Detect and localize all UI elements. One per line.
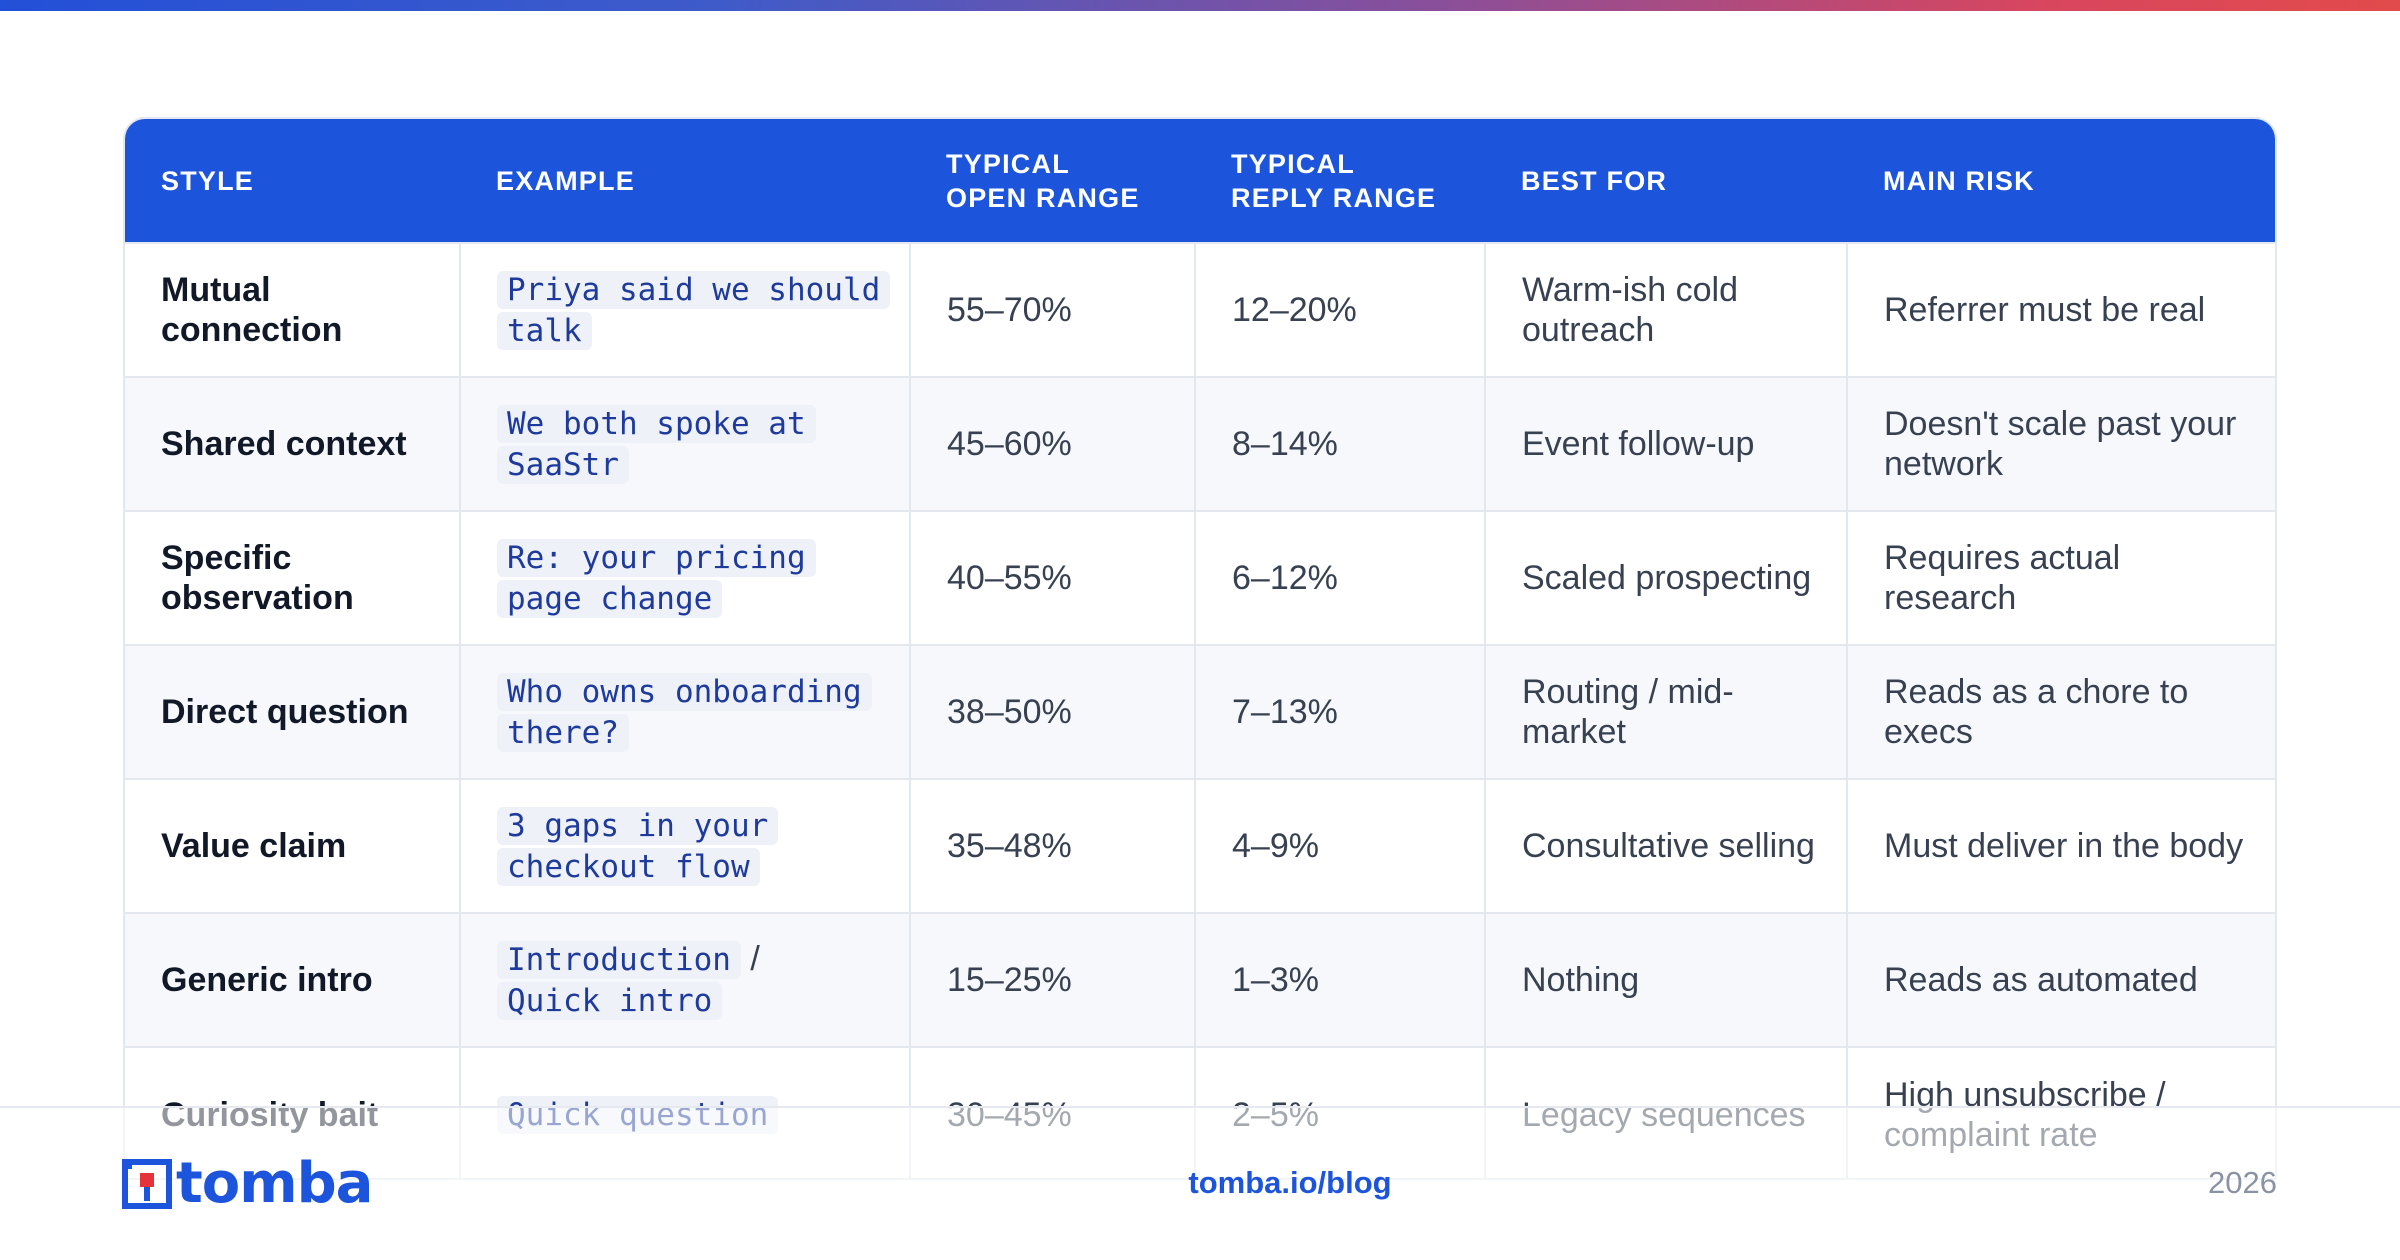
cell-example: 3 gaps in your checkout flow xyxy=(459,778,910,913)
example-code: 3 gaps in your checkout flow xyxy=(497,807,779,886)
cell-style: Direct question xyxy=(125,644,460,779)
example-code: Re: your pricing page change xyxy=(497,539,816,618)
header-reply-range: TYPICAL REPLY RANGE xyxy=(1231,148,1437,213)
header-open-range: TYPICAL OPEN RANGE xyxy=(946,148,1140,213)
cell-reply-range: 6–12% xyxy=(1194,510,1485,645)
cell-main-risk: Requires actual research xyxy=(1846,510,2275,645)
cell-style: Specific observation xyxy=(125,510,460,645)
tomba-logo[interactable]: tomba xyxy=(122,1151,373,1216)
example-code: Priya said we should talk xyxy=(497,271,891,350)
cell-open-range: 38–50% xyxy=(909,644,1195,779)
cell-main-risk: Reads as automated xyxy=(1846,912,2275,1047)
cell-example: Who owns onboarding there? xyxy=(459,644,910,779)
header-best-for: BEST FOR xyxy=(1521,165,1668,196)
cell-main-risk: Referrer must be real xyxy=(1846,242,2275,377)
cell-best-for: Warm-ish cold outreach xyxy=(1484,242,1847,377)
cell-best-for: Nothing xyxy=(1484,912,1847,1047)
cell-main-risk: Must deliver in the body xyxy=(1846,778,2275,913)
cell-example: Introduction / Quick intro xyxy=(459,912,910,1047)
example-code: We both spoke at SaaStr xyxy=(497,405,816,484)
cell-open-range: 45–60% xyxy=(909,376,1195,511)
cell-style: Shared context xyxy=(125,376,460,511)
tomba-logo-icon xyxy=(122,1159,172,1209)
cell-example: Re: your pricing page change xyxy=(459,510,910,645)
example-code: Introduction xyxy=(497,941,741,979)
example-code: Who owns onboarding there? xyxy=(497,673,872,752)
table-row: Mutual connection Priya said we should t… xyxy=(125,242,2275,377)
cell-open-range: 40–55% xyxy=(909,510,1195,645)
example-code: Quick intro xyxy=(497,982,723,1020)
top-gradient-bar xyxy=(0,0,2400,11)
table-row: Direct question Who owns onboarding ther… xyxy=(125,644,2275,779)
table-header-row: STYLE EXAMPLE TYPICAL OPEN RANGE TYPICAL R… xyxy=(125,119,2275,243)
header-example: EXAMPLE xyxy=(496,165,635,196)
example-separator: / xyxy=(750,940,760,978)
cell-reply-range: 1–3% xyxy=(1194,912,1485,1047)
cell-open-range: 15–25% xyxy=(909,912,1195,1047)
footer-year: 2026 xyxy=(2208,1165,2277,1200)
header-main-risk: MAIN RISK xyxy=(1883,165,2035,196)
cell-best-for: Routing / mid-market xyxy=(1484,644,1847,779)
cell-reply-range: 12–20% xyxy=(1194,242,1485,377)
cell-style: Value claim xyxy=(125,778,460,913)
table-row: Shared context We both spoke at SaaStr 4… xyxy=(125,376,2275,511)
cell-reply-range: 4–9% xyxy=(1194,778,1485,913)
cell-main-risk: Reads as a chore to execs xyxy=(1846,644,2275,779)
cell-reply-range: 8–14% xyxy=(1194,376,1485,511)
table-row: Generic intro Introduction / Quick intro … xyxy=(125,912,2275,1047)
cell-example: We both spoke at SaaStr xyxy=(459,376,910,511)
cell-open-range: 35–48% xyxy=(909,778,1195,913)
header-style: STYLE xyxy=(161,165,255,196)
cell-style: Mutual connection xyxy=(125,242,460,377)
cell-example: Priya said we should talk xyxy=(459,242,910,377)
footer-overlay xyxy=(0,1108,2400,1260)
cell-main-risk: Doesn't scale past your network xyxy=(1846,376,2275,511)
table-row: Value claim 3 gaps in your checkout flow… xyxy=(125,778,2275,913)
cell-open-range: 55–70% xyxy=(909,242,1195,377)
logo-wordmark: tomba xyxy=(176,1151,373,1216)
cell-best-for: Scaled prospecting xyxy=(1484,510,1847,645)
table-row: Specific observation Re: your pricing pa… xyxy=(125,510,2275,645)
cell-best-for: Event follow-up xyxy=(1484,376,1847,511)
blog-link[interactable]: tomba.io/blog xyxy=(1188,1165,1392,1200)
cell-style: Generic intro xyxy=(125,912,460,1047)
cell-reply-range: 7–13% xyxy=(1194,644,1485,779)
comparison-table: STYLE EXAMPLE TYPICAL OPEN RANGE TYPICAL R… xyxy=(123,117,2277,1180)
footer-divider xyxy=(0,1106,2400,1108)
cell-best-for: Consultative selling xyxy=(1484,778,1847,913)
